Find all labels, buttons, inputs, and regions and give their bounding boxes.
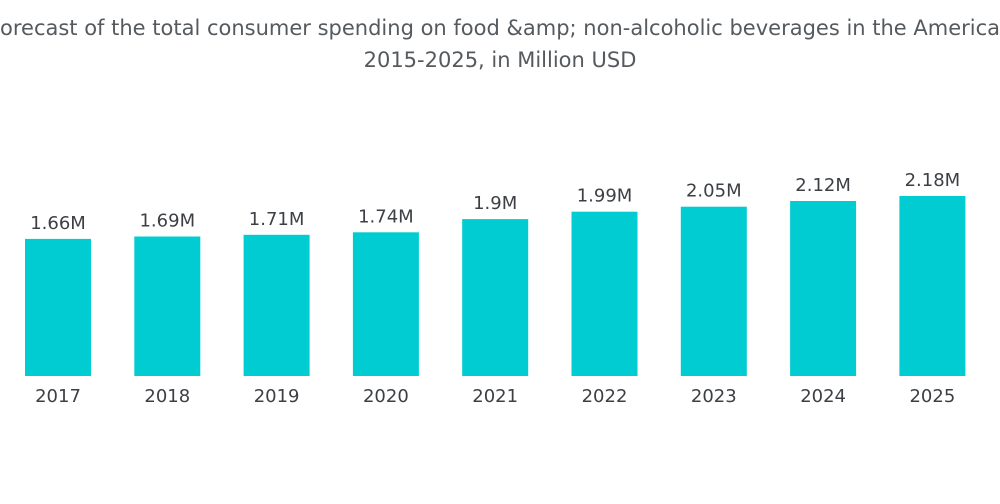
x-tick-label-2019: 2019 bbox=[254, 386, 300, 407]
bar-2020 bbox=[352, 232, 419, 376]
x-tick-label-2021: 2021 bbox=[472, 386, 518, 407]
chart-title-line-2: 2015-2025, in Million USD bbox=[363, 48, 637, 72]
bar-2017 bbox=[25, 238, 91, 376]
bar-2018 bbox=[134, 236, 201, 376]
bar-2021 bbox=[462, 219, 529, 376]
x-tick-label-2024: 2024 bbox=[800, 386, 846, 407]
data-label-2023: 2.05M bbox=[686, 181, 742, 202]
bar-2024 bbox=[790, 201, 857, 376]
x-tick-label-2025: 2025 bbox=[909, 386, 955, 407]
bar-2023 bbox=[680, 206, 747, 376]
data-label-2022: 1.99M bbox=[577, 186, 633, 207]
data-label-2020: 1.74M bbox=[358, 206, 414, 227]
x-tick-label-2017: 2017 bbox=[35, 386, 81, 407]
bar-2019 bbox=[243, 234, 310, 376]
x-tick-label-2020: 2020 bbox=[363, 386, 409, 407]
data-label-2017: 1.66M bbox=[30, 213, 86, 234]
bar-2022 bbox=[571, 211, 638, 376]
chart-title: orecast of the total consumer spending o… bbox=[0, 12, 1000, 76]
x-tick-label-2018: 2018 bbox=[144, 386, 190, 407]
data-label-2024: 2.12M bbox=[795, 175, 851, 196]
x-tick-label-2022: 2022 bbox=[582, 386, 628, 407]
data-label-2021: 1.9M bbox=[473, 193, 517, 214]
data-label-2019: 1.71M bbox=[249, 209, 305, 230]
data-label-2018: 1.69M bbox=[139, 211, 195, 232]
chart-title-line-1: orecast of the total consumer spending o… bbox=[0, 16, 1000, 40]
bar-2025 bbox=[899, 196, 966, 376]
data-label-2025: 2.18M bbox=[905, 170, 961, 191]
x-tick-label-2023: 2023 bbox=[691, 386, 737, 407]
